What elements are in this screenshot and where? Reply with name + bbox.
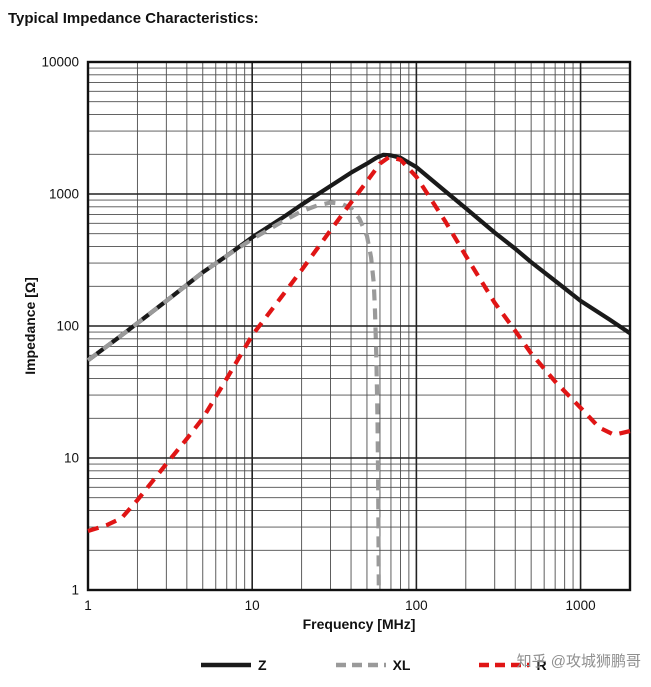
watermark-text: 知乎 @攻城狮鹏哥 [516, 653, 641, 670]
plot-border [86, 60, 632, 592]
legend-line-z-icon [201, 662, 251, 668]
impedance-chart: 1 10 100 1000 1 10 100 1000 10000 [41, 55, 632, 613]
y-tick-label: 1000 [49, 187, 79, 202]
legend-label-r: R [536, 657, 547, 673]
legend-item-z: Z [200, 657, 267, 673]
y-axis-label: Impedance [Ω] [22, 277, 38, 375]
y-tick-label: 100 [56, 319, 79, 334]
legend-line-xl-icon [335, 662, 386, 668]
chart-title: Typical Impedance Characteristics: [8, 10, 259, 27]
chart-legend: Z XL R [200, 657, 547, 673]
legend-item-r: R [478, 657, 547, 673]
x-tick-label: 1000 [566, 598, 596, 613]
legend-label-xl: XL [392, 657, 411, 673]
series-line-r [87, 155, 631, 534]
series-line-xl [86, 200, 381, 588]
x-axis-label: Frequency [MHz] [302, 616, 416, 632]
y-tick-label: 1 [71, 583, 79, 598]
x-tick-label: 1 [84, 598, 92, 613]
y-tick-label: 10000 [41, 55, 79, 70]
x-tick-label: 10 [245, 598, 260, 613]
legend-label-z: Z [258, 657, 267, 673]
legend-line-r-icon [479, 662, 530, 668]
x-tick-label: 100 [405, 598, 428, 613]
y-tick-label: 10 [64, 451, 79, 466]
series-line-z [86, 152, 632, 362]
legend-item-xl: XL [335, 657, 411, 673]
